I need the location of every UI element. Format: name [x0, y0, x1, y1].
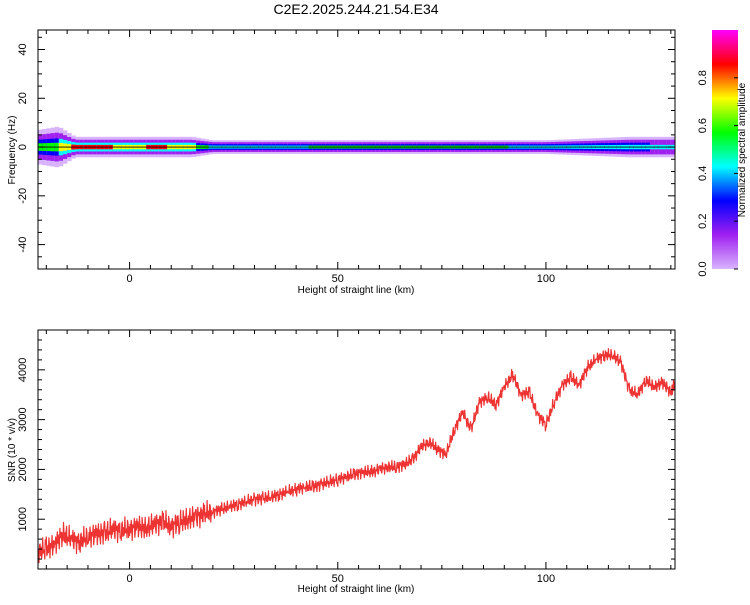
y-tick-label: 2000	[17, 457, 29, 481]
colorbar-ticks: 0.0 0.2 0.4 0.6 0.8	[697, 70, 738, 277]
y-tick-label: 20	[17, 92, 29, 104]
colorbar-tick-label: 0.8	[697, 70, 709, 85]
y-tick-label: 1000	[17, 507, 29, 531]
colorbar-label: Normalized spectral amplitude	[737, 82, 748, 217]
x-tick-label: 50	[332, 573, 344, 585]
x-tick-label: 0	[127, 273, 133, 285]
snr-frame	[37, 329, 676, 570]
snr-panel: 0 50 100 1000 2000 3000 4000 Height of straigh…	[7, 329, 676, 595]
y-tick-label: 0	[17, 144, 29, 150]
y-tick-label: -20	[17, 188, 29, 204]
colorbar-gradient	[712, 30, 738, 269]
snr-axes: 0 50 100 1000 2000 3000 4000	[17, 329, 675, 585]
spectrogram-band	[38, 126, 675, 168]
y-tick-label: 4000	[17, 358, 29, 382]
spectrogram-xlabel: Height of straight line (km)	[298, 285, 415, 296]
spectrogram-panel: 0 50 100 -40 -20 0 20 40 Height of straight lin…	[7, 29, 676, 296]
snr-xlabel: Height of straight line (km)	[298, 584, 415, 595]
snr-line	[38, 348, 675, 564]
x-tick-label: 0	[127, 573, 133, 585]
colorbar: 0.0 0.2 0.4 0.6 0.8 Normalized spectral ampl…	[697, 30, 748, 277]
colorbar-tick-label: 0.4	[697, 166, 709, 181]
spectrogram-frame	[37, 29, 676, 270]
y-tick-label: 40	[17, 43, 29, 55]
colorbar-tick-label: 0.2	[697, 214, 709, 229]
colorbar-tick-label: 0.6	[697, 118, 709, 133]
y-tick-label: -40	[17, 237, 29, 253]
y-tick-label: 3000	[17, 407, 29, 431]
spectrogram-ylabel: Frequency (Hz)	[7, 116, 18, 185]
snr-ylabel: SNR (10 * v/v)	[7, 418, 18, 482]
chart-title: C2E2.2025.244.21.54.E34	[273, 1, 438, 17]
x-tick-label: 100	[537, 273, 555, 285]
x-tick-label: 50	[332, 273, 344, 285]
spectrogram-axes: 0 50 100 -40 -20 0 20 40	[17, 30, 675, 285]
x-tick-label: 100	[537, 573, 555, 585]
colorbar-tick-label: 0.0	[697, 261, 709, 276]
